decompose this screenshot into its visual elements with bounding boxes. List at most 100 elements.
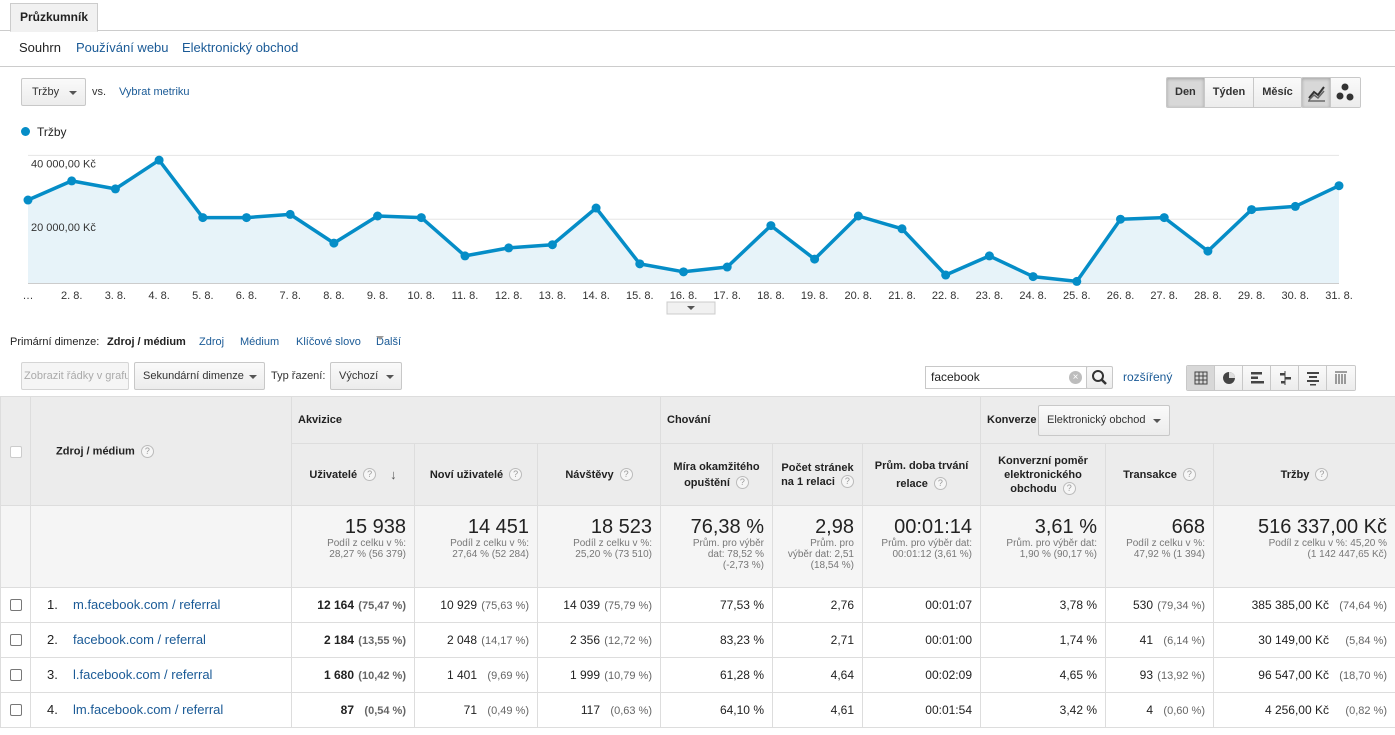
data-point[interactable] [1203, 246, 1213, 256]
row-metric-percent: (18,70 %) [1339, 670, 1387, 682]
line-chart-button[interactable] [1302, 78, 1331, 107]
secondary-dimension-select[interactable]: Sekundární dimenze [134, 362, 265, 390]
row-source-link[interactable]: m.facebook.com / referral [73, 597, 221, 612]
data-point[interactable] [198, 213, 208, 223]
data-point[interactable] [810, 254, 820, 264]
data-point[interactable] [766, 221, 776, 231]
metric-selector[interactable]: Tržby [21, 78, 86, 106]
help-icon[interactable]: ? [140, 445, 154, 458]
help-icon[interactable]: ? [735, 476, 749, 490]
select-metric-link[interactable]: Vybrat metriku [119, 86, 190, 98]
view-comparison-button[interactable] [1271, 366, 1299, 390]
help-icon[interactable]: ? [1315, 468, 1329, 481]
view-data-button[interactable] [1187, 366, 1215, 390]
total-value: 14 451 [467, 516, 529, 538]
view-performance-button[interactable] [1243, 366, 1271, 390]
totals-checkbox-cell [0, 506, 31, 588]
view-term-cloud-button[interactable] [1299, 366, 1327, 390]
dimension-source-medium[interactable]: Zdroj / médium [107, 336, 186, 348]
data-point[interactable] [897, 224, 907, 234]
col-transactions[interactable]: Transakce? [1106, 444, 1214, 506]
row-source-link[interactable]: facebook.com / referral [73, 632, 206, 647]
data-point[interactable] [285, 209, 295, 219]
view-pivot-button[interactable] [1327, 366, 1355, 390]
row-metric-percent: (12,72 %) [604, 635, 652, 647]
help-icon[interactable]: ? [363, 468, 377, 481]
data-point[interactable] [67, 176, 77, 186]
subnav-summary[interactable]: Souhrn [19, 40, 61, 55]
sort-type-select[interactable]: Výchozí [330, 362, 402, 390]
dimension-source[interactable]: Zdroj [199, 336, 225, 348]
plot-rows-button[interactable]: Zobrazit řádky v grafu [21, 362, 129, 390]
col-sessions[interactable]: Návštěvy? [538, 444, 661, 506]
data-point[interactable] [853, 211, 863, 221]
dimension-medium[interactable]: Médium [240, 336, 280, 348]
data-point[interactable] [591, 203, 601, 213]
col-conversion-rate[interactable]: Konverzní poměr elektronického obchodu? [981, 444, 1106, 506]
select-all-cell [0, 396, 31, 506]
help-icon[interactable]: ? [619, 468, 633, 481]
table-search-input[interactable]: facebook × [925, 366, 1087, 389]
row-checkbox[interactable] [10, 704, 22, 716]
data-point[interactable] [1290, 201, 1300, 211]
tab-explorer[interactable]: Průzkumník [10, 3, 99, 32]
data-point[interactable] [1116, 214, 1125, 224]
period-week-button[interactable]: Týden [1204, 78, 1255, 107]
data-point[interactable] [1159, 213, 1169, 223]
row-checkbox[interactable] [10, 599, 22, 611]
data-point[interactable] [242, 213, 251, 223]
data-point[interactable] [1072, 276, 1082, 286]
total-value: 3,61 % [1034, 516, 1097, 538]
data-point[interactable] [460, 251, 470, 261]
select-all-checkbox[interactable] [10, 446, 22, 458]
data-point[interactable] [679, 267, 688, 277]
row-source-link[interactable]: lm.facebook.com / referral [73, 702, 224, 717]
data-point[interactable] [110, 184, 120, 194]
data-point[interactable] [941, 270, 951, 280]
advanced-filter-link[interactable]: rozšířený [1123, 370, 1173, 384]
data-point[interactable] [373, 211, 383, 221]
data-point[interactable] [547, 240, 557, 250]
data-point[interactable] [635, 259, 645, 269]
clear-search-icon[interactable]: × [1069, 371, 1082, 384]
period-month-button[interactable]: Měsíc [1254, 78, 1301, 107]
col-avg-session-duration[interactable]: Prům. doba trvání relace? [863, 444, 981, 506]
subnav-ecommerce[interactable]: Elektronický obchod [182, 40, 299, 55]
col-users[interactable]: Uživatelé? ↓ [292, 444, 415, 506]
data-point[interactable] [154, 155, 164, 165]
subnav-site-usage[interactable]: Používání webu [76, 40, 169, 55]
row-metric-value: 4,61 [830, 703, 854, 717]
data-point[interactable] [1028, 272, 1038, 282]
data-point[interactable] [416, 213, 426, 223]
data-point[interactable] [1334, 181, 1344, 191]
row-checkbox[interactable] [10, 669, 22, 681]
help-icon[interactable]: ? [1062, 482, 1076, 496]
row-checkbox[interactable] [10, 634, 22, 646]
dimension-keyword[interactable]: Klíčové slovo [296, 336, 361, 348]
help-icon[interactable]: ? [933, 477, 947, 491]
row-number: 4. [47, 702, 58, 717]
data-point[interactable] [722, 262, 732, 272]
period-day-button[interactable]: Den [1167, 78, 1205, 107]
row-metric-percent: (9,69 %) [487, 670, 529, 682]
row-source-link[interactable]: l.facebook.com / referral [73, 667, 213, 682]
conversion-type-select[interactable]: Elektronický obchod [1038, 405, 1170, 436]
motion-chart-button[interactable] [1331, 78, 1360, 107]
col-pages-per-session[interactable]: Počet stránek na 1 relaci? [773, 444, 863, 506]
col-revenue[interactable]: Tržby? [1214, 444, 1395, 506]
data-point[interactable] [984, 251, 994, 261]
data-point[interactable] [23, 195, 33, 205]
chart-collapse-handle[interactable] [666, 301, 716, 315]
dimension-header[interactable]: Zdroj / médium? [31, 396, 292, 506]
help-icon[interactable]: ? [1182, 468, 1196, 481]
view-percentage-button[interactable] [1215, 366, 1243, 390]
col-bounce-rate[interactable]: Míra okamžitého opuštění? [661, 444, 773, 506]
help-icon[interactable]: ? [840, 475, 854, 489]
help-icon[interactable]: ? [509, 468, 523, 481]
row-metric-value: 14 039 [563, 598, 600, 612]
search-button[interactable] [1086, 366, 1113, 389]
data-point[interactable] [504, 243, 514, 253]
col-new-users[interactable]: Noví uživatelé? [415, 444, 538, 506]
data-point[interactable] [329, 238, 339, 248]
data-point[interactable] [1247, 205, 1257, 215]
